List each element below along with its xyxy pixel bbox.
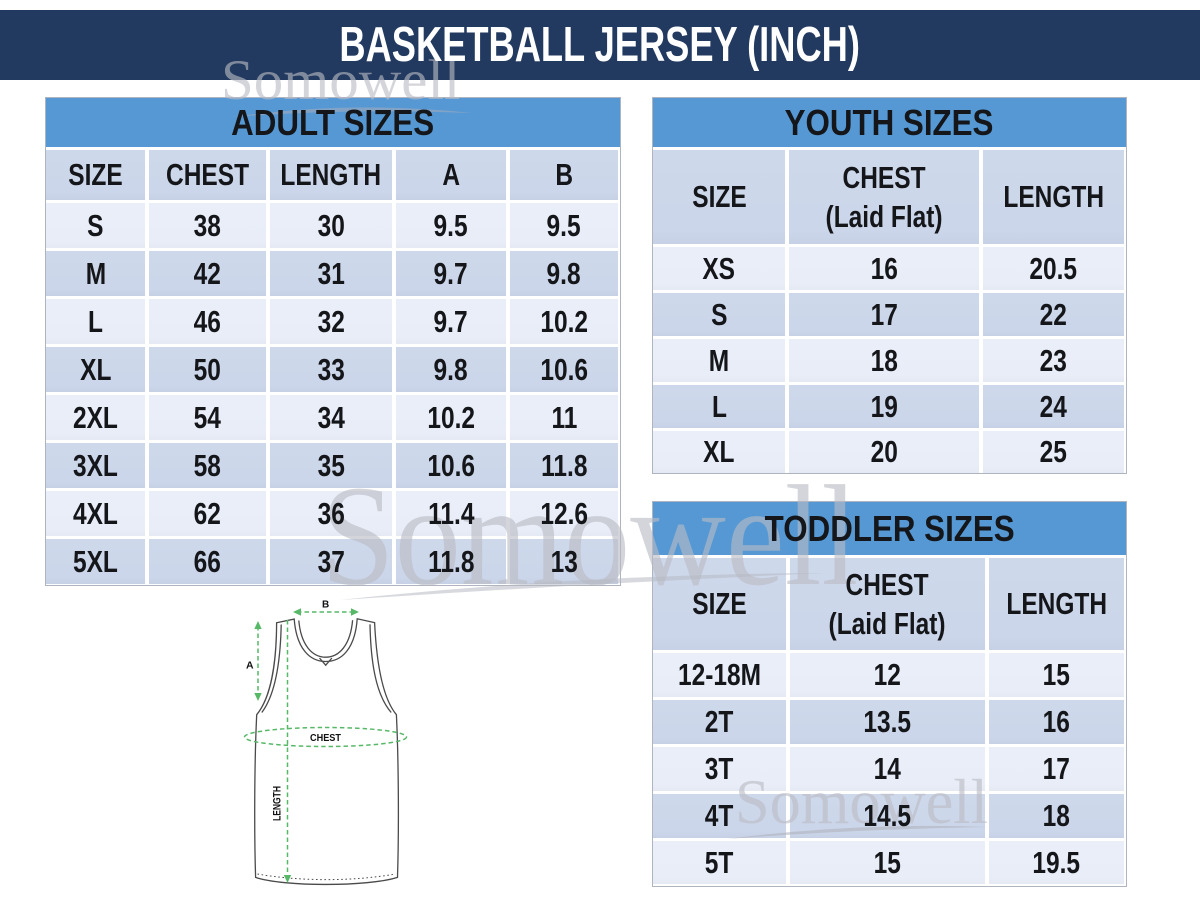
svg-text:A: A bbox=[246, 660, 254, 672]
svg-text:LENGTH: LENGTH bbox=[272, 786, 284, 821]
svg-text:CHEST: CHEST bbox=[310, 732, 342, 744]
svg-text:B: B bbox=[322, 600, 329, 611]
